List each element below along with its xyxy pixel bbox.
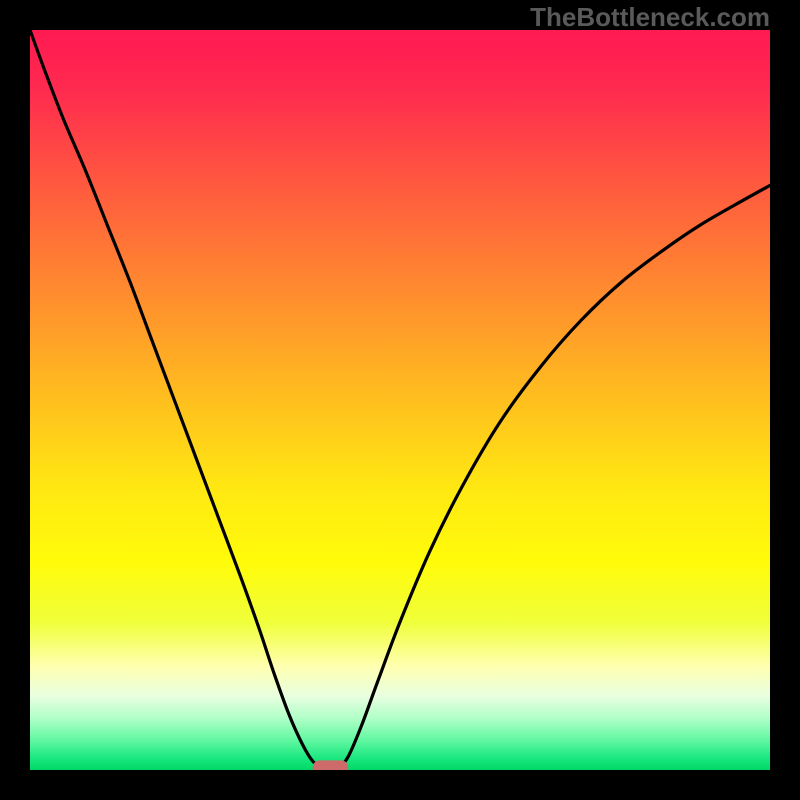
curve-right-branch — [339, 185, 770, 767]
watermark-text: TheBottleneck.com — [530, 2, 770, 33]
optimum-marker — [313, 760, 349, 770]
curve-left-branch — [30, 30, 322, 768]
bottleneck-curve — [30, 30, 770, 770]
plot-area — [30, 30, 770, 770]
